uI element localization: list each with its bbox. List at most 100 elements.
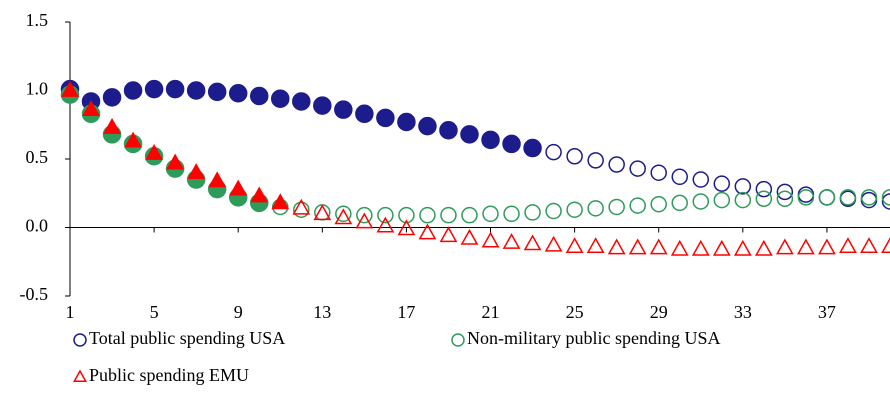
marker [629,160,646,177]
marker [439,226,458,243]
x-tick-label: 1 [66,302,75,322]
marker [461,206,478,224]
legend-label: Non-military public spending USA [467,328,720,348]
marker [755,180,773,198]
marker [207,82,227,102]
marker [650,195,667,213]
x-tick-label: 21 [482,302,500,322]
marker [460,125,479,144]
marker [566,148,583,165]
marker [355,212,374,229]
x-tick-label: 33 [734,302,752,322]
marker [82,100,100,117]
y-tick-label: 0.5 [26,147,49,167]
marker [418,116,437,136]
x-tick-label: 9 [234,302,243,322]
marker [692,193,710,210]
y-tick-label: 0.0 [26,216,49,236]
legend-marker [451,333,465,347]
marker [754,239,773,256]
marker [544,235,563,252]
marker [734,191,752,209]
marker [881,237,890,254]
marker [839,237,857,254]
marker [776,183,794,201]
marker [649,238,668,255]
marker [860,237,878,254]
marker [818,238,836,255]
x-tick-label: 17 [397,302,415,322]
marker [145,143,163,160]
marker [460,228,479,245]
marker [271,193,290,210]
marker [608,198,625,216]
marker [587,152,604,169]
marker [186,81,206,100]
marker [250,186,269,203]
marker [481,231,500,248]
marker [502,233,521,249]
marker [61,80,79,97]
marker [881,189,890,206]
x-tick-label: 25 [566,302,584,322]
marker [671,194,688,212]
marker [482,205,499,223]
marker [313,96,332,115]
marker [797,189,815,206]
marker [502,134,521,154]
marker [103,117,121,134]
marker [524,204,541,221]
marker [398,206,415,224]
x-tick-label: 29 [650,302,668,322]
y-tick-label: -0.5 [20,284,49,304]
marker [692,171,710,188]
marker [124,131,142,148]
marker [418,223,437,240]
marker [271,89,290,108]
marker [503,205,520,223]
marker [439,120,458,140]
marker [839,189,857,206]
marker [565,237,584,254]
marker [356,206,373,224]
marker [671,168,688,186]
marker [377,206,394,224]
marker [776,190,794,207]
marker [419,206,436,224]
marker [292,198,311,215]
marker [355,104,374,124]
marker [165,79,185,99]
marker [376,216,395,233]
marker [566,201,583,218]
marker [713,191,731,209]
marker [608,156,625,173]
marker [734,178,752,195]
x-tick-label: 13 [313,302,331,322]
legend-label: Public spending EMU [89,365,249,385]
marker [229,179,248,196]
marker [629,197,646,214]
marker [123,81,143,100]
marker [587,200,604,217]
marker [440,206,457,224]
marker [166,153,185,170]
marker [334,100,353,119]
marker [607,238,626,255]
marker [755,190,773,207]
marker [481,130,500,150]
marker [713,175,731,192]
marker [650,164,667,181]
legend-marker [73,333,87,347]
marker [712,239,731,256]
marker [628,238,647,255]
legend-label: Total public spending USA [89,328,285,348]
marker [545,143,562,161]
marker [733,239,752,256]
marker [228,83,248,103]
marker [775,238,794,255]
x-tick-label: 5 [150,302,159,322]
marker [881,193,890,210]
marker [293,201,310,218]
marker [586,237,605,254]
legend-marker [73,369,87,382]
